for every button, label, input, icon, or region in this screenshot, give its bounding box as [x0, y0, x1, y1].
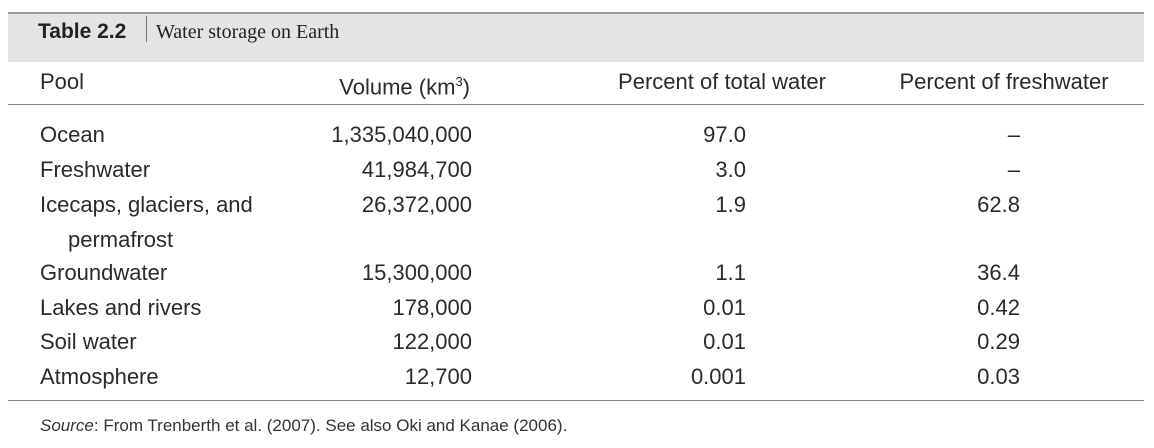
- cell-value: 12,700: [404, 364, 472, 389]
- row-label: Ocean: [40, 122, 105, 147]
- header-part: Volume (km: [339, 74, 456, 100]
- source-note: Source: From Trenberth et al. (2007). Se…: [40, 416, 567, 436]
- cell-value: 0.29: [977, 329, 1020, 354]
- header-part: 3: [455, 74, 463, 89]
- header-part: ): [462, 74, 470, 100]
- cell-value: 3.0: [715, 157, 746, 182]
- cell-value: 41,984,700: [361, 157, 472, 182]
- row-label: Freshwater: [40, 157, 151, 182]
- cell-value: 26,372,000: [361, 192, 472, 217]
- row-label: Atmosphere: [40, 364, 159, 389]
- column-header: Volume (km3): [339, 64, 470, 104]
- separator: [146, 16, 147, 42]
- column-header: Percent of freshwater: [899, 69, 1109, 94]
- title-band: [8, 12, 1144, 62]
- cell-value: 178,000: [392, 295, 472, 320]
- header-rule: [8, 104, 1144, 105]
- row-label: Soil water: [40, 329, 137, 354]
- row-label: Lakes and rivers: [40, 295, 202, 320]
- row-label: Groundwater: [40, 260, 168, 285]
- cell-value: 0.03: [977, 364, 1020, 389]
- cell-value: 97.0: [703, 122, 746, 147]
- row-label: Icecaps, glaciers, and permafrost: [40, 192, 253, 252]
- table-label: Table 2.2: [38, 20, 127, 43]
- cell-value: 1.1: [715, 260, 746, 285]
- cell-value: 62.8: [977, 192, 1020, 217]
- cell-value: 0.42: [977, 295, 1020, 320]
- cell-value: –: [1007, 157, 1020, 182]
- cell-value: 1,335,040,000: [331, 122, 472, 147]
- table-title: Water storage on Earth: [156, 21, 340, 43]
- cell-value: 1.9: [715, 192, 746, 217]
- cell-value: 0.01: [703, 295, 746, 320]
- cell-value: 36.4: [977, 260, 1020, 285]
- column-header: Pool: [40, 69, 85, 94]
- cell-value: 0.01: [703, 329, 746, 354]
- cell-value: 15,300,000: [361, 260, 472, 285]
- column-header: Percent of total water: [618, 69, 826, 94]
- source-text: : From Trenberth et al. (2007). See also…: [93, 416, 568, 435]
- cell-value: –: [1007, 122, 1020, 147]
- source-label: Source: [40, 416, 94, 435]
- bottom-rule: [8, 400, 1144, 401]
- cell-value: 0.001: [690, 364, 746, 389]
- cell-value: 122,000: [392, 329, 472, 354]
